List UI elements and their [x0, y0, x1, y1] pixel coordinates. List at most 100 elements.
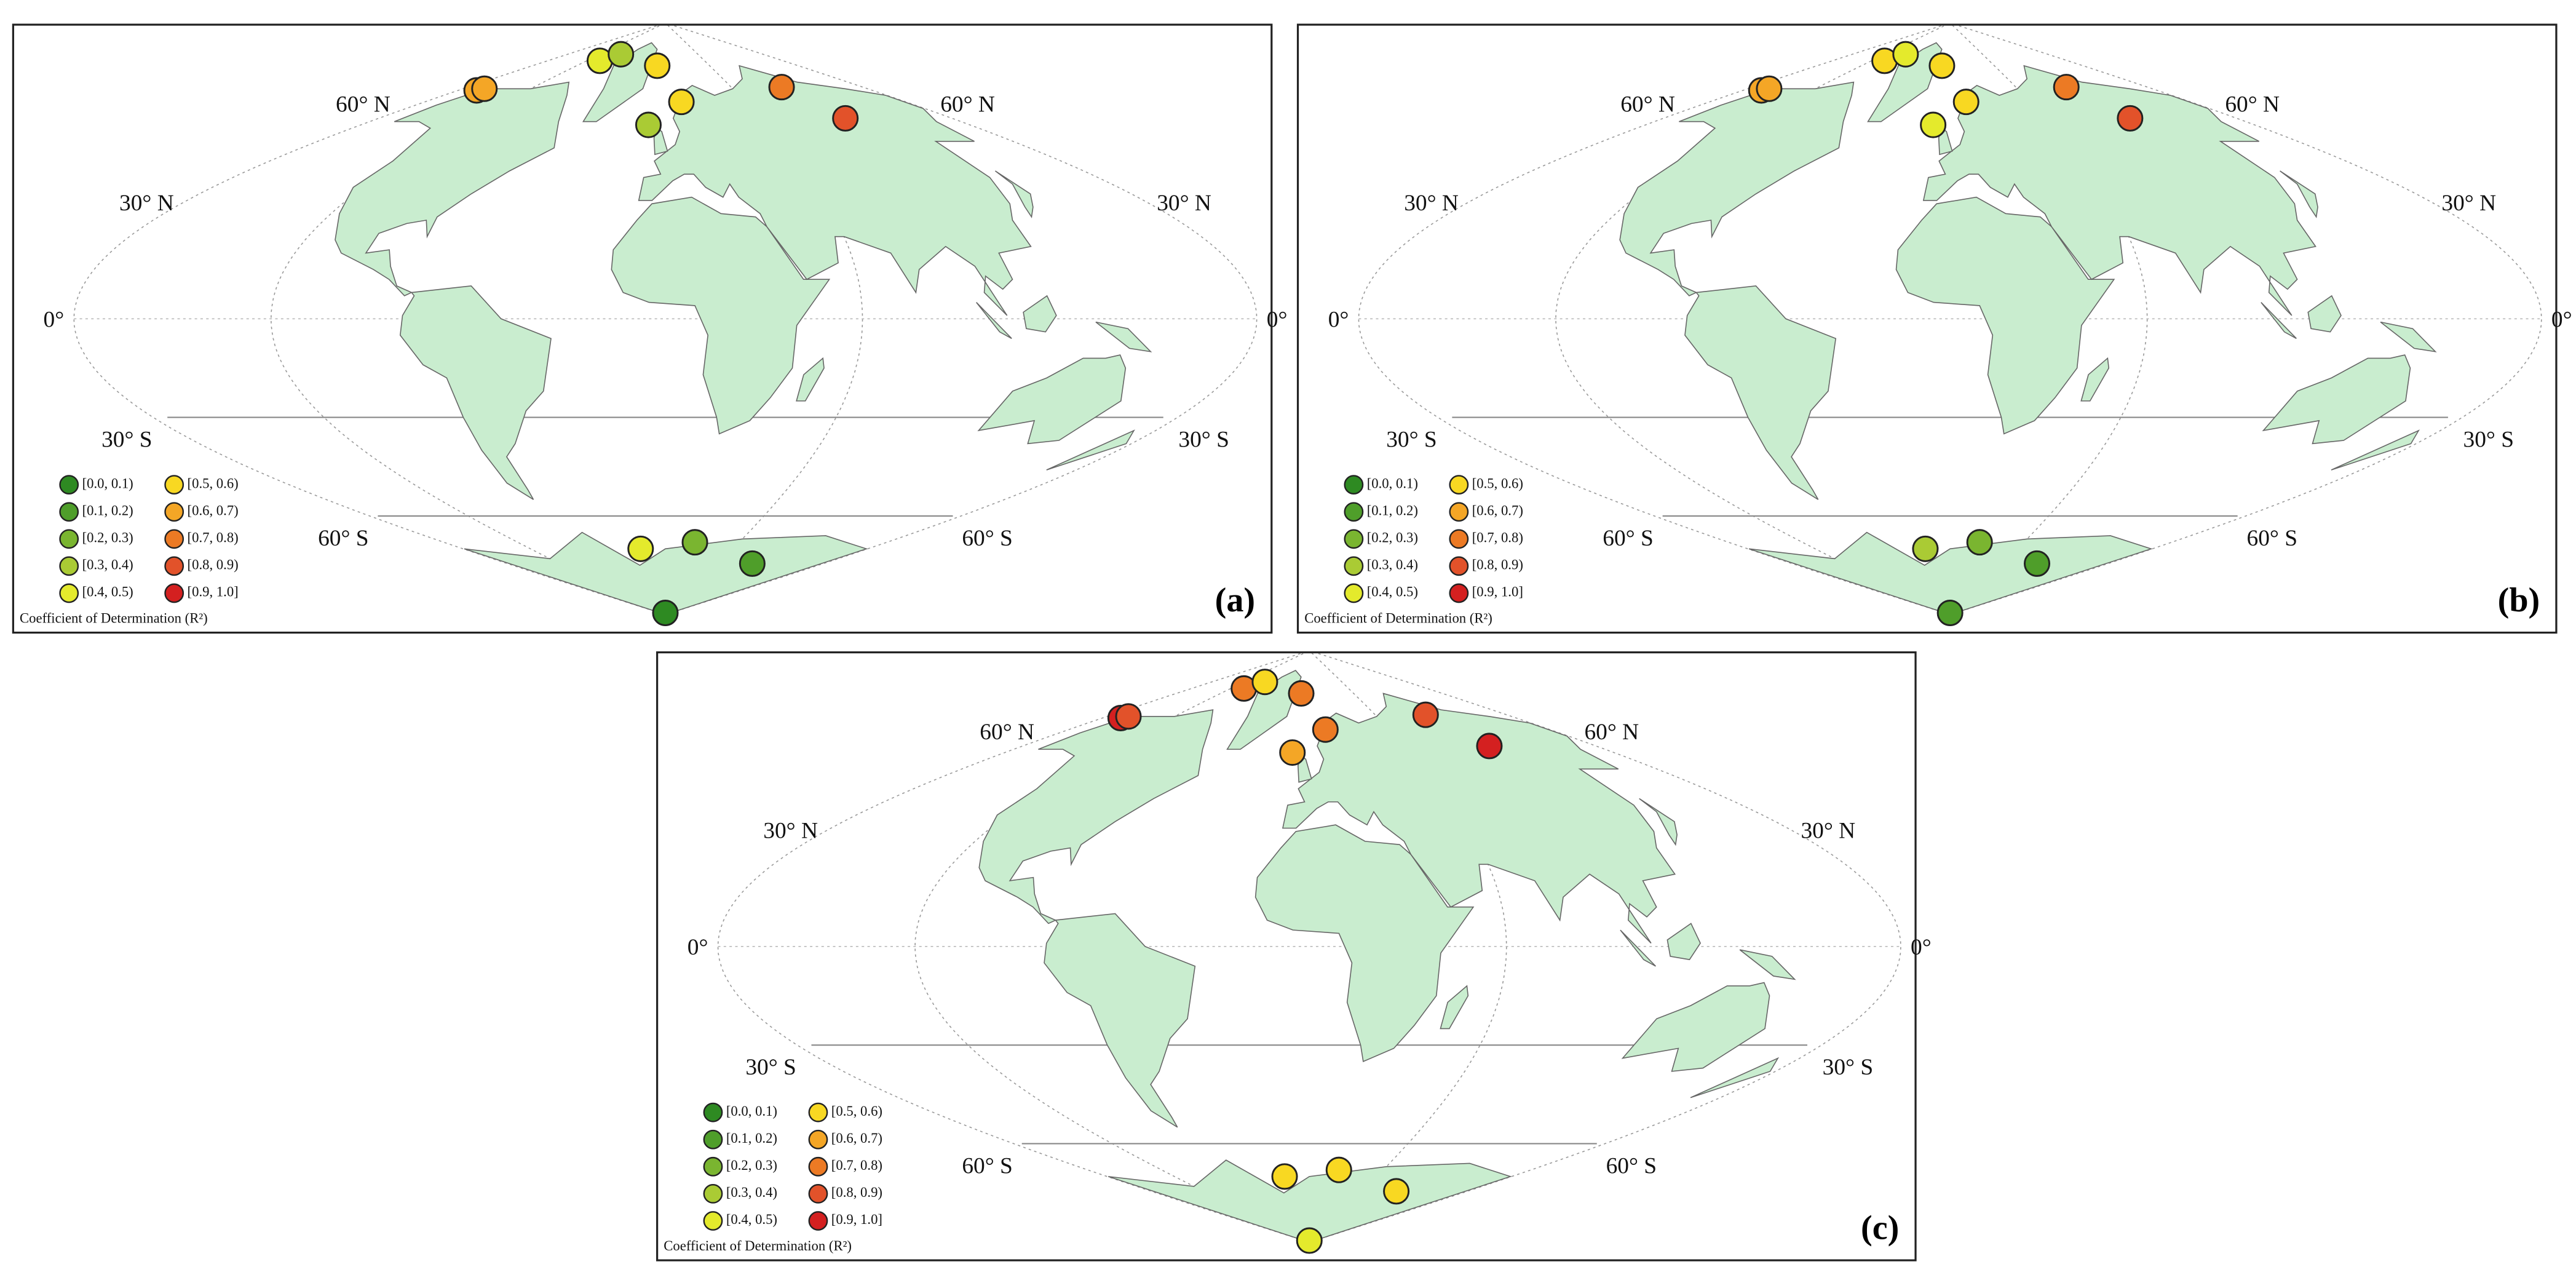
land — [1620, 929, 1656, 967]
land — [582, 42, 658, 122]
land — [2380, 321, 2437, 352]
legend-label: [0.6, 0.7) — [188, 502, 239, 518]
land — [2261, 302, 2297, 340]
lat-label: 30° S — [2463, 427, 2515, 453]
station — [644, 52, 671, 79]
lat-label: 30° N — [1801, 819, 1855, 844]
land — [1922, 65, 2316, 316]
map-body — [73, 25, 1258, 616]
lat-label: 60° S — [2247, 526, 2298, 551]
land — [611, 196, 831, 435]
station — [1920, 111, 1947, 138]
legend-label: [0.4, 0.5) — [82, 584, 133, 600]
legend-label: [0.2, 0.3) — [726, 1158, 777, 1173]
lat-label: 60° S — [318, 526, 369, 551]
legend-label: [0.2, 0.3) — [82, 530, 133, 545]
legend-swatch — [59, 475, 79, 495]
legend-label: [0.2, 0.3) — [1367, 530, 1418, 545]
station — [1312, 716, 1339, 743]
legend-swatch — [808, 1102, 828, 1122]
graticule-outline — [1358, 25, 2542, 615]
land — [399, 285, 552, 500]
legend-swatch — [164, 583, 184, 603]
legend-swatch — [808, 1156, 828, 1177]
lat-label: 30° N — [1404, 191, 1459, 216]
lat-label: 0° — [44, 308, 65, 333]
station — [1912, 535, 1939, 562]
land — [1440, 985, 1469, 1030]
lat-label: 30° S — [1823, 1055, 1874, 1080]
legend-label: [0.5, 0.6) — [1472, 475, 1523, 491]
legend-label: [0.3, 0.4) — [82, 557, 133, 573]
land — [1739, 949, 1796, 980]
land — [1666, 923, 1701, 961]
legend-swatch — [59, 502, 79, 522]
land — [2262, 354, 2411, 445]
station — [1928, 52, 1956, 79]
legend-swatch — [1449, 583, 1469, 603]
legend-swatch — [164, 475, 184, 495]
land — [1023, 295, 1057, 333]
panel-frame — [12, 23, 1273, 634]
station — [1325, 1156, 1352, 1183]
lat-label: 60° N — [980, 720, 1034, 745]
station — [1476, 733, 1503, 760]
station — [1271, 1163, 1298, 1190]
legend-swatch — [1449, 502, 1469, 522]
legend-label: [0.8, 0.9) — [188, 557, 239, 573]
lat-label: 30° N — [763, 819, 818, 844]
legend-swatch — [703, 1156, 723, 1177]
land — [1621, 982, 1770, 1072]
legend-swatch — [703, 1211, 723, 1231]
legend-swatch — [703, 1129, 723, 1150]
legend-label: [0.8, 0.9) — [831, 1185, 882, 1200]
land — [1684, 285, 1837, 500]
station — [681, 529, 708, 556]
panel-label: (b) — [2498, 581, 2540, 619]
legend-label: [0.8, 0.9) — [1472, 557, 1523, 573]
land — [1044, 913, 1196, 1128]
map-body — [717, 652, 1901, 1243]
lat-label: 60° N — [2225, 92, 2280, 117]
legend-label: [0.1, 0.2) — [726, 1130, 777, 1146]
graticule-outline — [73, 25, 1258, 615]
station — [1296, 1227, 1323, 1254]
panel-label: (a) — [1215, 581, 1255, 619]
legend-swatch — [164, 529, 184, 549]
station — [1251, 669, 1278, 696]
legend-label: [0.9, 1.0] — [831, 1212, 882, 1227]
lat-label: 30° S — [1178, 427, 1229, 453]
legend-label: [0.1, 0.2) — [82, 502, 133, 518]
legend-label: [0.0, 0.1) — [82, 475, 133, 491]
station — [1756, 75, 1783, 102]
legend-label: [0.7, 0.8) — [188, 530, 239, 545]
station — [1279, 739, 1306, 766]
legend-title: Coefficient of Determination (R²) — [20, 610, 208, 626]
map-panel: 60° N 60° N 30° N 30° N 0° 0° 30° S 30° S 60° S 6… — [1296, 23, 2572, 634]
land — [2331, 429, 2420, 471]
legend-swatch — [1344, 556, 1364, 576]
legend-label: [0.3, 0.4) — [726, 1185, 777, 1200]
land — [1095, 321, 1152, 352]
legend-label: [0.5, 0.6) — [188, 475, 239, 491]
land — [1046, 429, 1135, 471]
land — [2080, 357, 2110, 402]
station — [739, 550, 766, 577]
lat-label: 60° S — [962, 526, 1013, 551]
station — [1966, 529, 1993, 556]
lat-label: 30° S — [745, 1055, 796, 1080]
land — [1254, 824, 1475, 1062]
legend-swatch — [1449, 529, 1469, 549]
legend-swatch — [1449, 475, 1469, 495]
legend-label: [0.0, 0.1) — [1367, 475, 1418, 491]
station — [608, 41, 635, 68]
station — [635, 111, 662, 138]
legend-label: [0.1, 0.2) — [1367, 502, 1418, 518]
land — [2307, 295, 2342, 333]
lat-label: 30° S — [1386, 427, 1437, 453]
land — [796, 357, 825, 402]
station — [1936, 600, 1964, 627]
station — [2117, 105, 2144, 132]
legend-swatch — [703, 1102, 723, 1122]
lat-label: 0° — [688, 935, 708, 960]
